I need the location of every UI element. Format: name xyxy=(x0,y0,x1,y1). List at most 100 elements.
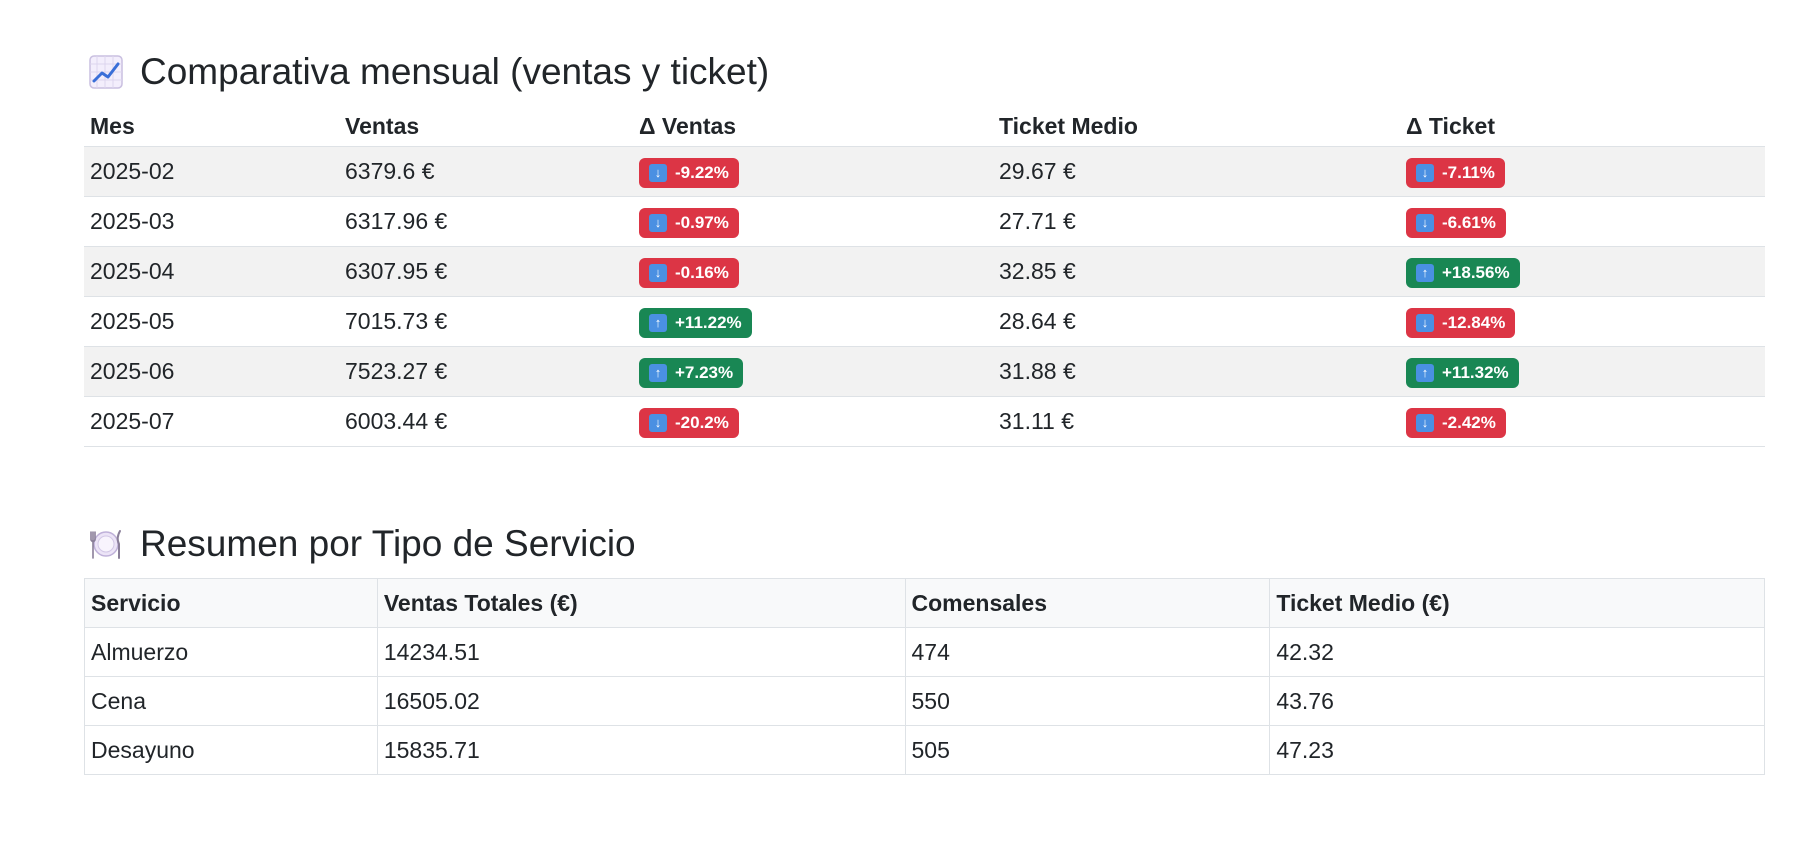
ticket-medio-cell: 43.76 xyxy=(1269,676,1765,726)
ventas-cell: 7015.73 € xyxy=(339,296,633,347)
column-header-ventas: Ventas xyxy=(339,106,633,147)
delta-badge: ↓ -2.42% xyxy=(1406,407,1506,438)
table-header-row: Servicio Ventas Totales (€) Comensales T… xyxy=(84,578,1765,628)
ticket-cell: 28.64 € xyxy=(993,296,1400,347)
ventas-cell: 6379.6 € xyxy=(339,146,633,197)
delta-ticket-cell: ↑ +11.32% xyxy=(1400,346,1765,397)
mes-cell: 2025-04 xyxy=(84,246,339,297)
delta-ticket-cell: ↓ -7.11% xyxy=(1400,146,1765,197)
table-row: 2025-07 6003.44 € ↓ -20.2% 31.11 € ↓ -2.42… xyxy=(84,396,1765,447)
delta-value: -20.2% xyxy=(675,412,729,432)
delta-badge: ↓ -6.61% xyxy=(1406,207,1506,238)
table-header-row: Mes Ventas Δ Ventas Ticket Medio Δ Ticke… xyxy=(84,106,1765,147)
table-row: Desayuno 15835.71 505 47.23 xyxy=(84,725,1765,775)
column-header-mes: Mes xyxy=(84,106,339,147)
servicio-title-text: Resumen por Tipo de Servicio xyxy=(140,523,636,564)
comensales-cell: 550 xyxy=(904,676,1271,726)
delta-ventas-cell: ↓ -0.16% xyxy=(633,246,993,297)
mes-cell: 2025-03 xyxy=(84,196,339,247)
delta-ticket-cell: ↑ +18.56% xyxy=(1400,246,1765,297)
delta-ticket-cell: ↓ -6.61% xyxy=(1400,196,1765,247)
delta-value: -6.61% xyxy=(1442,212,1496,232)
delta-ventas-cell: ↓ -0.97% xyxy=(633,196,993,247)
delta-badge: ↓ -12.84% xyxy=(1406,307,1516,338)
servicio-cell: Cena xyxy=(84,676,378,726)
comensales-cell: 505 xyxy=(904,725,1271,775)
delta-badge: ↑ +11.32% xyxy=(1406,357,1519,388)
table-row: Almuerzo 14234.51 474 42.32 xyxy=(84,627,1765,677)
down-arrow-icon: ↓ xyxy=(649,163,667,182)
servicio-title: Resumen por Tipo de Servicio xyxy=(88,520,1765,568)
delta-ticket-cell: ↓ -2.42% xyxy=(1400,396,1765,447)
delta-badge: ↑ +18.56% xyxy=(1406,257,1520,288)
column-header-servicio: Servicio xyxy=(84,578,378,628)
down-arrow-icon: ↓ xyxy=(649,413,667,432)
ticket-medio-cell: 47.23 xyxy=(1269,725,1765,775)
delta-value: -12.84% xyxy=(1442,312,1506,332)
mes-cell: 2025-05 xyxy=(84,296,339,347)
delta-badge: ↓ -0.16% xyxy=(639,257,739,288)
comensales-cell: 474 xyxy=(904,627,1271,677)
delta-badge: ↓ -7.11% xyxy=(1406,157,1505,188)
mes-cell: 2025-02 xyxy=(84,146,339,197)
ticket-cell: 32.85 € xyxy=(993,246,1400,297)
ventas-totales-cell: 15835.71 xyxy=(376,725,906,775)
down-arrow-icon: ↓ xyxy=(1416,213,1434,232)
up-arrow-icon: ↑ xyxy=(1416,363,1434,382)
comparativa-title: Comparativa mensual (ventas y ticket) xyxy=(88,48,1765,96)
delta-badge: ↑ +11.22% xyxy=(639,307,752,338)
delta-value: +18.56% xyxy=(1442,262,1510,282)
delta-value: -9.22% xyxy=(675,162,729,182)
down-arrow-icon: ↓ xyxy=(649,213,667,232)
delta-value: +11.32% xyxy=(1442,362,1509,382)
delta-ventas-cell: ↓ -9.22% xyxy=(633,146,993,197)
delta-value: -2.42% xyxy=(1442,412,1496,432)
ventas-totales-cell: 14234.51 xyxy=(376,627,906,677)
delta-value: -7.11% xyxy=(1442,162,1495,182)
delta-ticket-cell: ↓ -12.84% xyxy=(1400,296,1765,347)
ventas-cell: 6317.96 € xyxy=(339,196,633,247)
comparativa-section: Comparativa mensual (ventas y ticket) Me… xyxy=(84,48,1765,447)
ticket-cell: 27.71 € xyxy=(993,196,1400,247)
ticket-cell: 31.88 € xyxy=(993,346,1400,397)
table-row: 2025-05 7015.73 € ↑ +11.22% 28.64 € ↓ -12.… xyxy=(84,296,1765,347)
ventas-totales-cell: 16505.02 xyxy=(376,676,906,726)
delta-value: +7.23% xyxy=(675,362,734,382)
ventas-cell: 6003.44 € xyxy=(339,396,633,447)
delta-badge: ↑ +7.23% xyxy=(639,357,744,388)
comparativa-table: Mes Ventas Δ Ventas Ticket Medio Δ Ticke… xyxy=(84,106,1765,447)
servicio-cell: Almuerzo xyxy=(84,627,378,677)
mes-cell: 2025-07 xyxy=(84,396,339,447)
delta-value: -0.16% xyxy=(675,262,729,282)
ventas-cell: 7523.27 € xyxy=(339,346,633,397)
delta-ventas-cell: ↑ +7.23% xyxy=(633,346,993,397)
servicio-table: Servicio Ventas Totales (€) Comensales T… xyxy=(84,578,1765,775)
table-row: 2025-06 7523.27 € ↑ +7.23% 31.88 € ↑ +11.3… xyxy=(84,346,1765,397)
table-row: 2025-02 6379.6 € ↓ -9.22% 29.67 € ↓ -7.11% xyxy=(84,146,1765,197)
comparativa-title-text: Comparativa mensual (ventas y ticket) xyxy=(140,51,770,92)
plate-fork-knife-icon xyxy=(88,526,124,562)
chart-increasing-icon xyxy=(88,54,124,90)
delta-badge: ↓ -9.22% xyxy=(639,157,739,188)
up-arrow-icon: ↑ xyxy=(649,363,667,382)
ventas-cell: 6307.95 € xyxy=(339,246,633,297)
ticket-cell: 31.11 € xyxy=(993,396,1400,447)
ticket-cell: 29.67 € xyxy=(993,146,1400,197)
down-arrow-icon: ↓ xyxy=(1416,413,1434,432)
down-arrow-icon: ↓ xyxy=(1416,313,1434,332)
column-header-ticket-medio: Ticket Medio xyxy=(993,106,1400,147)
column-header-ventas-totales: Ventas Totales (€) xyxy=(376,578,906,628)
column-header-delta-ticket: Δ Ticket xyxy=(1400,106,1765,147)
column-header-delta-ventas: Δ Ventas xyxy=(633,106,993,147)
table-row: Cena 16505.02 550 43.76 xyxy=(84,676,1765,726)
delta-badge: ↓ -0.97% xyxy=(639,207,739,238)
delta-value: -0.97% xyxy=(675,212,729,232)
servicio-section: Resumen por Tipo de Servicio Servicio Ve… xyxy=(84,520,1765,775)
column-header-ticket-medio: Ticket Medio (€) xyxy=(1269,578,1765,628)
delta-value: +11.22% xyxy=(675,312,742,332)
down-arrow-icon: ↓ xyxy=(1416,163,1434,182)
delta-ventas-cell: ↓ -20.2% xyxy=(633,396,993,447)
table-row: 2025-03 6317.96 € ↓ -0.97% 27.71 € ↓ -6.61… xyxy=(84,196,1765,247)
delta-ventas-cell: ↑ +11.22% xyxy=(633,296,993,347)
table-row: 2025-04 6307.95 € ↓ -0.16% 32.85 € ↑ +18.5… xyxy=(84,246,1765,297)
